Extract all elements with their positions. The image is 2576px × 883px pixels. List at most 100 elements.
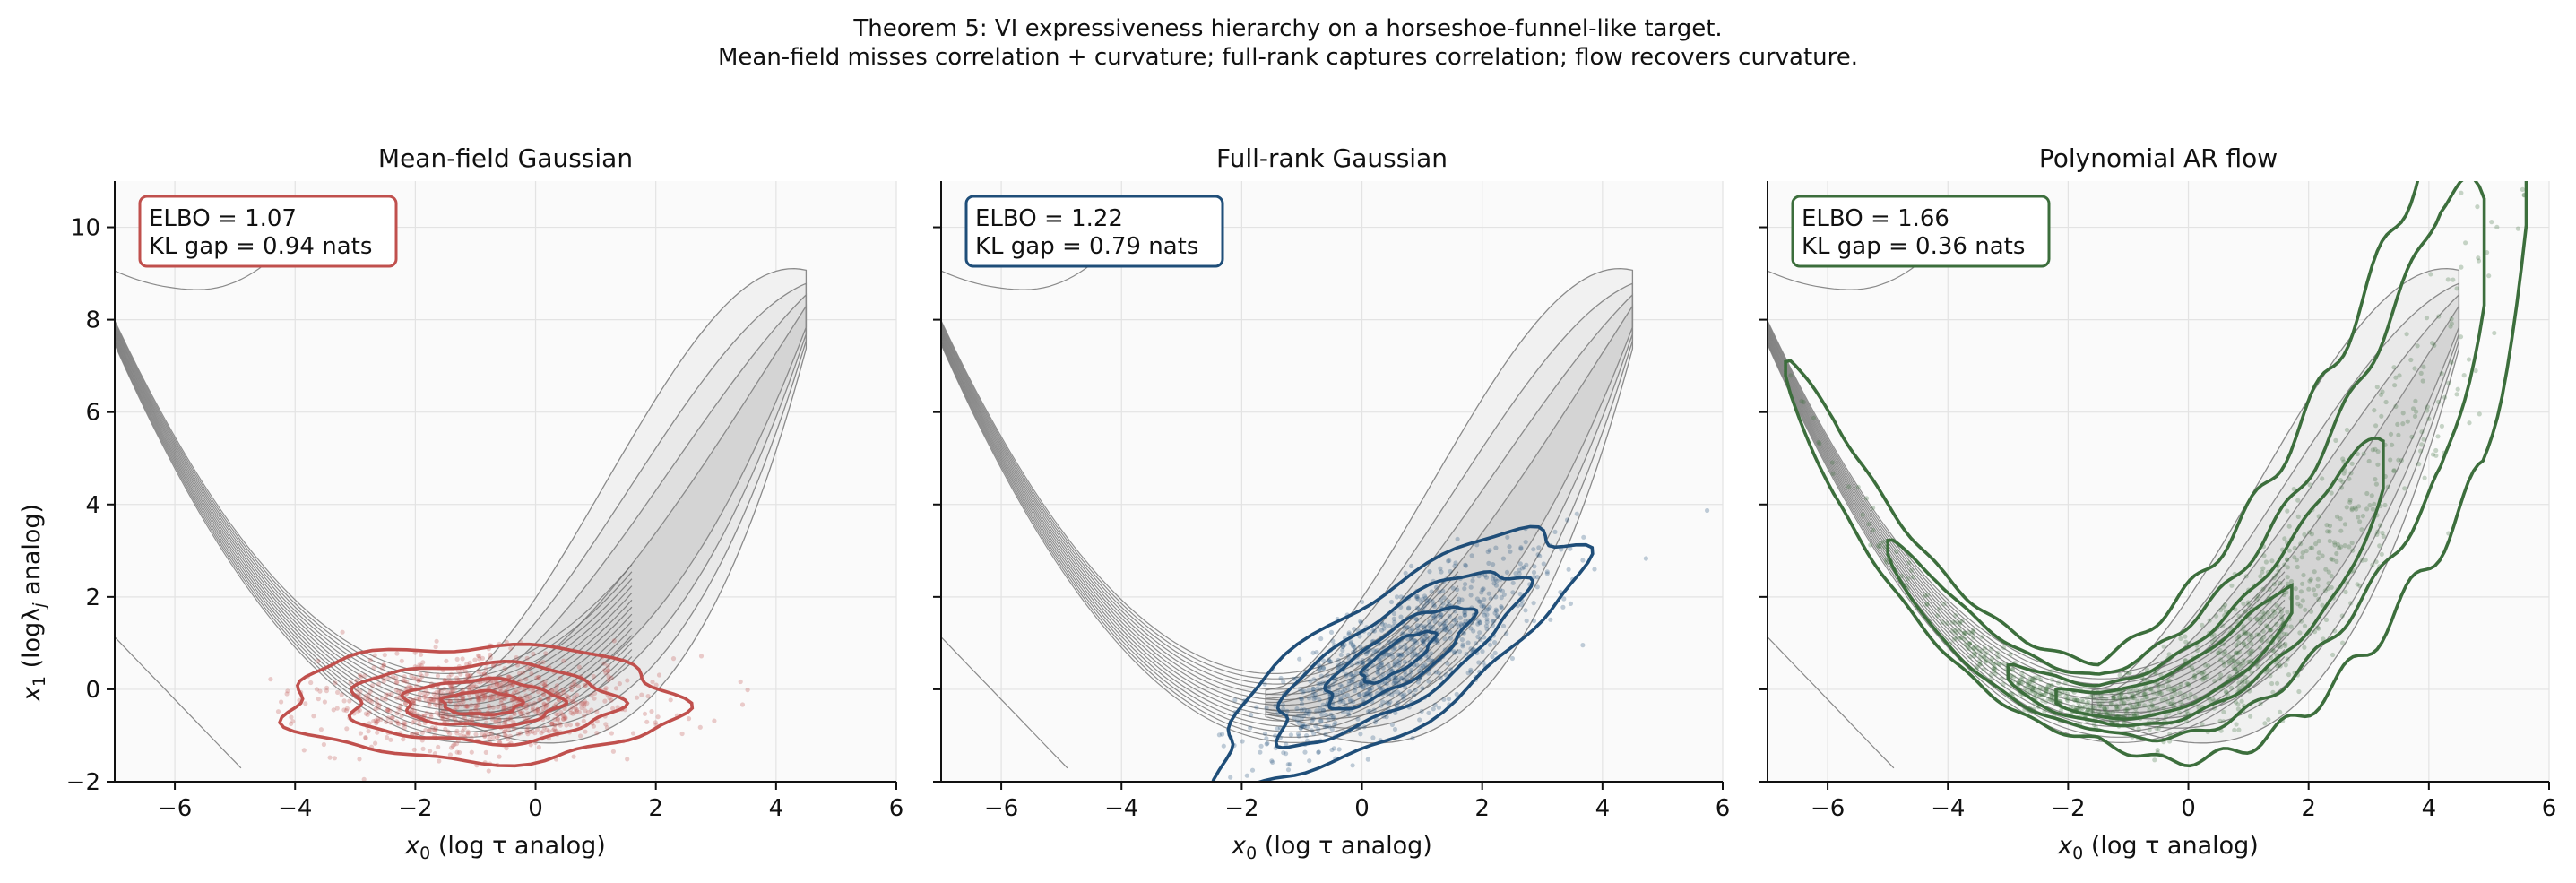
sample-point (2001, 661, 2007, 666)
sample-point (1284, 751, 1289, 757)
sample-point (434, 689, 439, 696)
sample-point (388, 720, 393, 725)
sample-point (558, 691, 564, 697)
sample-point (2308, 609, 2314, 614)
sample-point (1326, 657, 1332, 662)
sample-point (2375, 449, 2381, 454)
sample-point (531, 651, 536, 657)
sample-point (461, 697, 466, 702)
sample-point (1346, 712, 1352, 717)
sample-point (1499, 604, 1504, 610)
sample-point (472, 657, 478, 662)
sample-point (2424, 316, 2430, 321)
x-tick-label: −2 (1224, 795, 1258, 822)
sample-point (2293, 586, 2298, 592)
sample-point (1408, 636, 1413, 641)
sample-point (1388, 599, 1395, 605)
sample-point (433, 702, 438, 707)
sample-point (1306, 688, 1311, 693)
sample-point (1258, 749, 1263, 755)
sample-point (508, 714, 514, 720)
sample-point (2333, 437, 2338, 443)
sample-point (2091, 696, 2096, 701)
sample-point (505, 688, 510, 694)
sample-point (1991, 666, 1996, 671)
sample-point (393, 675, 399, 680)
sample-point (1403, 672, 1408, 678)
sample-point (2330, 557, 2336, 562)
sample-point (540, 680, 546, 687)
sample-point (1366, 690, 1371, 696)
sample-point (411, 702, 416, 707)
sample-point (536, 711, 541, 716)
sample-point (2325, 529, 2330, 534)
sample-point (1446, 599, 1451, 604)
sample-point (2324, 523, 2330, 528)
sample-point (549, 688, 555, 693)
sample-point (561, 689, 567, 696)
sample-point (418, 677, 423, 682)
sample-point (503, 717, 508, 723)
sample-point (1532, 564, 1537, 569)
sample-point (420, 660, 426, 665)
elbo-label: ELBO = 1.07 (149, 205, 297, 232)
sample-point (2524, 174, 2528, 178)
sample-point (524, 655, 530, 661)
sample-point (2430, 452, 2436, 457)
sample-point (2234, 650, 2239, 655)
sample-point (2323, 567, 2329, 572)
sample-point (2291, 486, 2296, 492)
sample-point (2373, 477, 2378, 482)
sample-point (1544, 569, 1550, 575)
sample-point (1278, 675, 1284, 681)
sample-point (2295, 594, 2300, 601)
panel-title: Mean-field Gaussian (378, 143, 633, 173)
sample-point (568, 684, 574, 690)
sample-point (1353, 647, 1358, 653)
sample-point (536, 689, 541, 695)
sample-point (1406, 672, 1413, 678)
sample-point (496, 733, 501, 739)
sample-point (2183, 639, 2189, 645)
sample-point (2086, 699, 2091, 705)
sample-point (480, 691, 486, 697)
sample-point (1264, 706, 1269, 711)
target-contour (2091, 293, 2460, 720)
sample-point (579, 706, 584, 711)
sample-point (2148, 686, 2153, 692)
sample-point (2183, 692, 2188, 698)
sample-point (1421, 663, 1426, 669)
sample-point (655, 714, 661, 720)
sample-point (2250, 648, 2255, 654)
sample-point (1317, 665, 1322, 671)
sample-point (2220, 623, 2226, 628)
sample-point (1963, 630, 1968, 636)
sample-point (545, 715, 551, 721)
sample-point (2349, 461, 2355, 466)
sample-point (1958, 636, 1964, 641)
sample-point (2037, 691, 2043, 697)
sample-point (417, 695, 422, 700)
sample-point (2174, 685, 2179, 690)
sample-point (509, 697, 514, 703)
sample-point (1422, 603, 1427, 609)
sample-point (1350, 677, 1356, 682)
sample-point (2123, 670, 2129, 675)
sample-point (1531, 569, 1537, 576)
sample-point (474, 715, 480, 721)
sample-point (1350, 763, 1355, 768)
sample-point (480, 655, 486, 662)
sample-point (2459, 190, 2464, 195)
sample-point (2043, 691, 2048, 697)
sample-point (2278, 614, 2285, 619)
sample-point (1341, 660, 1346, 666)
sample-point (428, 696, 434, 701)
sample-point (2298, 619, 2304, 624)
sample-point (569, 698, 575, 705)
sample-point (594, 731, 600, 736)
x-tick-label: −6 (1811, 795, 1845, 822)
sample-point (471, 682, 477, 688)
sample-point (487, 697, 492, 703)
sample-point (316, 697, 321, 702)
sample-point (575, 722, 581, 727)
